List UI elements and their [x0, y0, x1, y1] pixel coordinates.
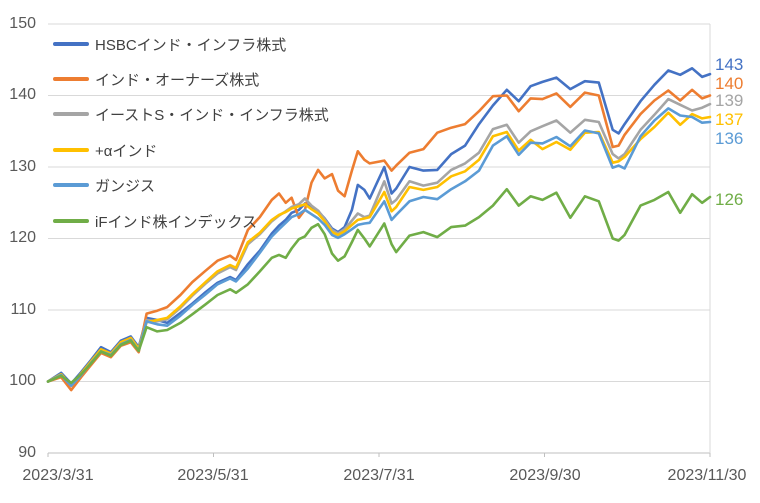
x-axis-tick-label: 2023/11/30 — [667, 467, 747, 484]
legend-line-swatch — [53, 77, 89, 81]
series-end-value-label: 143 — [715, 55, 744, 74]
x-axis-tick-label: 2023/5/31 — [177, 467, 249, 484]
x-axis-tick-label: 2023/9/30 — [509, 467, 581, 484]
legend-line-swatch — [53, 219, 89, 223]
legend-item: インド・オーナーズ株式 — [53, 70, 260, 89]
x-axis-tick-label: 2023/3/31 — [22, 467, 94, 484]
legend-line-swatch — [53, 42, 89, 46]
legend-item: HSBCインド・インフラ株式 — [53, 35, 287, 54]
legend-item: iFインド株インデックス — [53, 212, 258, 231]
series-end-value-label: 126 — [715, 190, 744, 209]
legend-line-swatch — [53, 183, 89, 187]
x-axis-tick-label: 2023/7/31 — [343, 467, 415, 484]
y-axis-tick-label: 90 — [18, 444, 36, 461]
series-end-value-label: 140 — [715, 74, 744, 93]
series-end-value-label: 137 — [715, 110, 744, 129]
y-axis-tick-label: 150 — [9, 15, 36, 32]
legend-item-label: インド・オーナーズ株式 — [95, 71, 260, 89]
legend-item: イーストS・インド・インフラ株式 — [53, 105, 329, 124]
series-end-value-label: 139 — [715, 91, 744, 110]
legend-line-swatch — [53, 148, 89, 152]
legend-item: ガンジス — [53, 176, 156, 195]
y-axis-tick-label: 100 — [9, 372, 36, 389]
legend-item-label: イーストS・インド・インフラ株式 — [95, 106, 329, 124]
y-axis-tick-label: 120 — [9, 229, 36, 246]
legend-item-label: HSBCインド・インフラ株式 — [95, 36, 287, 54]
y-axis-tick-label: 130 — [9, 158, 36, 175]
legend-line-swatch — [53, 112, 89, 116]
legend-item-label: +αインド — [95, 142, 158, 160]
y-axis-tick-label: 110 — [10, 301, 36, 318]
legend-item-label: iFインド株インデックス — [95, 213, 258, 231]
series-end-value-label: 136 — [715, 129, 744, 148]
legend-item-label: ガンジス — [95, 177, 156, 195]
y-axis-tick-label: 140 — [9, 86, 36, 103]
legend-item: +αインド — [53, 141, 158, 160]
